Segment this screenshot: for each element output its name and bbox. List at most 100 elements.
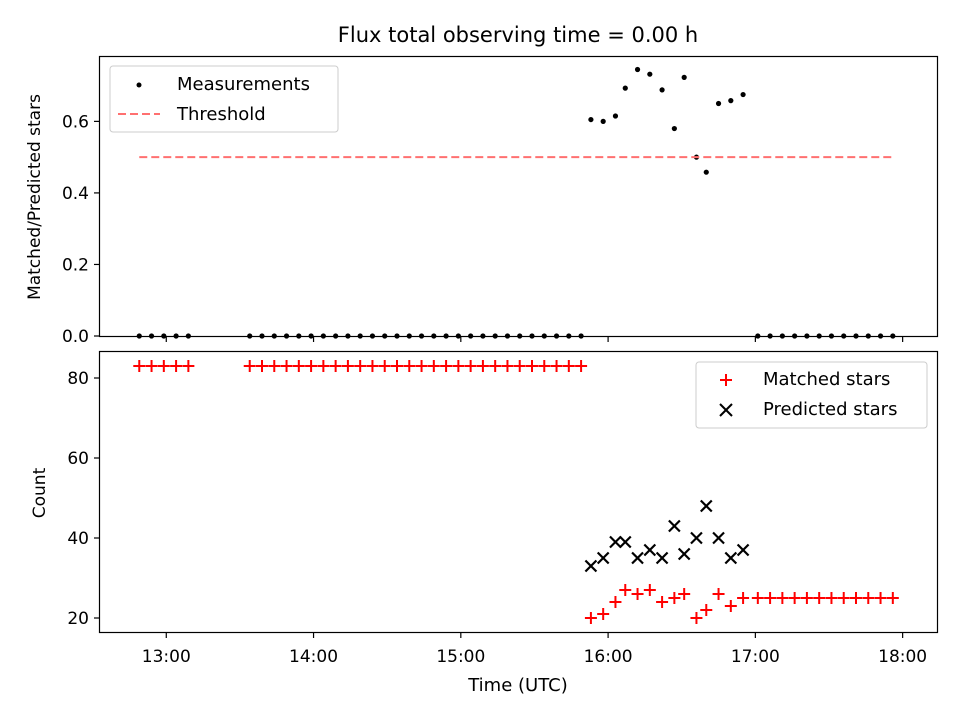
x-tick-label: 17:00 xyxy=(731,647,780,667)
matched-stars-point xyxy=(538,360,551,372)
predicted-stars-point xyxy=(699,499,713,513)
predicted-stars-point xyxy=(655,551,669,565)
matched-stars-point xyxy=(157,360,170,372)
matched-stars-point xyxy=(476,360,489,372)
measurements-point xyxy=(647,71,653,77)
matched-stars-point xyxy=(243,360,256,372)
legend-label-measurements: Measurements xyxy=(177,74,310,95)
x-tick-label: 15:00 xyxy=(436,647,485,667)
predicted-stars-point xyxy=(609,535,622,549)
matched-stars-point xyxy=(501,360,514,372)
count-chart: Count Time (UTC) 20 40 60 80 13:00 14:00 15:00… xyxy=(30,350,939,696)
matched-stars-point xyxy=(378,360,391,372)
matched-stars-point xyxy=(609,596,622,608)
matched-stars-point xyxy=(825,592,838,604)
matched-stars-point xyxy=(813,592,826,604)
y-axis-label: Matched/Predicted stars xyxy=(25,94,45,300)
measurements-point xyxy=(728,98,734,104)
predicted-stars-point xyxy=(712,531,725,545)
matched-stars-point xyxy=(678,588,691,600)
legend-label-matched: Matched stars xyxy=(763,369,890,390)
x-tick-label: 18:00 xyxy=(878,647,927,667)
matched-stars-point xyxy=(317,360,330,372)
legend: Matched stars Predicted stars xyxy=(695,361,928,429)
legend: Measurements Threshold xyxy=(109,65,339,133)
matched-stars-point xyxy=(631,588,644,600)
legend-label-threshold: Threshold xyxy=(176,104,266,125)
matched-stars-point xyxy=(452,360,465,372)
predicted-stars-point xyxy=(677,547,691,561)
matched-stars-point xyxy=(170,360,183,372)
matched-stars-point xyxy=(597,608,610,620)
matched-stars-point xyxy=(440,360,453,372)
measurements-point xyxy=(600,118,606,124)
matched-stars-point xyxy=(305,360,318,372)
matched-stars-point xyxy=(145,360,158,372)
measurements-point xyxy=(740,91,746,98)
predicted-stars-point xyxy=(736,543,750,557)
measurements-point xyxy=(588,116,594,123)
matched-stars-point xyxy=(751,592,764,604)
axis-ticks: 0.0 0.2 0.4 0.6 xyxy=(62,112,904,347)
matched-stars-point xyxy=(874,592,887,604)
predicted-stars-point xyxy=(596,551,610,565)
measurements-point xyxy=(622,85,628,91)
predicted-stars-point xyxy=(618,535,632,549)
matched-stars-point xyxy=(575,360,588,372)
matched-stars-point xyxy=(489,360,502,372)
y-tick-label: 0.2 xyxy=(62,255,89,275)
matched-stars-point xyxy=(788,592,801,604)
matched-stars-point xyxy=(837,592,850,604)
measurements-point xyxy=(715,100,722,107)
matched-stars-point xyxy=(182,360,195,372)
matched-stars-point xyxy=(256,360,268,372)
matched-stars-point xyxy=(526,360,538,372)
predicted-stars-point xyxy=(584,559,598,573)
matched-stars-point xyxy=(690,612,703,624)
legend-marker-measurements xyxy=(136,82,142,88)
predicted-stars-point xyxy=(668,519,681,533)
predicted-stars-point xyxy=(643,543,657,557)
matched-stars-point xyxy=(656,596,669,608)
matched-stars-point xyxy=(366,360,379,372)
y-axis-label: Count xyxy=(30,467,50,518)
predicted-stars-point xyxy=(631,551,644,565)
matched-stars-point xyxy=(562,360,575,372)
y-tick-label: 40 xyxy=(67,529,89,549)
measurements-point xyxy=(612,113,619,119)
matched-stars-point xyxy=(776,592,789,604)
legend-marker-predicted xyxy=(719,403,733,417)
legend-label-predicted: Predicted stars xyxy=(763,399,897,420)
matched-stars-point xyxy=(724,600,737,612)
matched-stars-point xyxy=(354,360,367,372)
matched-stars-point xyxy=(292,360,305,372)
measurements-point xyxy=(681,74,687,80)
matched-stars-point xyxy=(329,360,342,372)
matched-stars-point xyxy=(862,592,875,604)
matched-stars-point xyxy=(700,604,713,616)
matched-stars-point xyxy=(643,584,656,596)
y-tick-label: 0.6 xyxy=(62,112,89,132)
predicted-stars-point xyxy=(724,551,738,565)
x-axis-label: Time (UTC) xyxy=(467,675,568,696)
legend-box xyxy=(695,361,928,429)
plot-area xyxy=(133,360,899,624)
matched-stars-point xyxy=(886,592,899,604)
matched-stars-point xyxy=(415,360,428,372)
measurements-point xyxy=(659,87,665,93)
matched-stars-point xyxy=(133,360,146,372)
y-tick-label: 0.0 xyxy=(62,327,89,347)
plot-frame xyxy=(98,350,939,634)
x-tick-label: 14:00 xyxy=(289,647,338,667)
matched-stars-point xyxy=(668,592,681,604)
matched-stars-point xyxy=(341,360,354,372)
plot-frame xyxy=(98,55,939,338)
matched-stars-point xyxy=(464,360,477,372)
axis-ticks: 20 40 60 80 13:00 14:00 15:00 16:00 17:00 18:00 xyxy=(67,369,927,667)
y-tick-label: 0.4 xyxy=(62,184,89,204)
matched-stars-point xyxy=(268,360,281,372)
measurements-point xyxy=(671,125,677,132)
matched-stars-point xyxy=(280,360,293,372)
legend-box xyxy=(109,65,339,133)
